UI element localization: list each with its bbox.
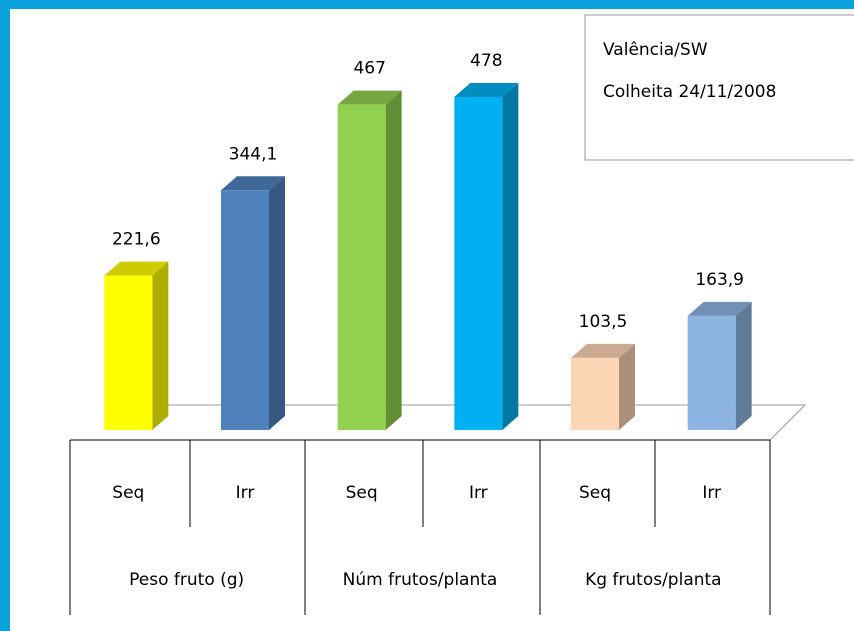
bar-top: [454, 83, 519, 97]
bar-top: [687, 301, 752, 316]
bar: [221, 190, 269, 430]
bar-side: [502, 83, 519, 430]
bar-top: [221, 176, 285, 191]
group-label: Núm frutos/planta: [343, 570, 498, 590]
bar-side: [152, 261, 169, 430]
bar: [337, 104, 386, 430]
x-tick-label: Seq: [579, 483, 611, 503]
bar-side: [385, 90, 402, 430]
data-label: 103,5: [579, 312, 628, 332]
x-tick-label: Irr: [702, 483, 721, 503]
bar-side: [619, 343, 635, 430]
data-label: 344,1: [229, 144, 278, 164]
data-label: 478: [470, 51, 502, 71]
bar: [687, 315, 736, 430]
x-tick-label: Seq: [346, 483, 378, 503]
bar: [454, 97, 503, 430]
bar-top: [571, 343, 635, 358]
group-label: Kg frutos/planta: [585, 570, 722, 590]
x-tick-label: Irr: [469, 483, 488, 503]
x-tick-label: Irr: [236, 483, 255, 503]
category-table: [69, 439, 771, 615]
x-tick-label: Seq: [112, 483, 144, 503]
data-label: 467: [353, 59, 385, 79]
annotation-box: [584, 14, 854, 161]
data-label: 221,6: [112, 230, 161, 250]
bar-side: [735, 301, 752, 430]
bar: [571, 357, 619, 430]
bar: [104, 275, 153, 430]
bar-top: [337, 90, 402, 105]
bar-top: [104, 261, 169, 276]
group-label: Peso fruto (g): [129, 570, 244, 590]
bar-side: [269, 176, 285, 430]
annotation: Valência/SW: [603, 40, 708, 60]
data-label: 163,9: [695, 270, 744, 290]
annotation: Colheita 24/11/2008: [603, 82, 776, 102]
